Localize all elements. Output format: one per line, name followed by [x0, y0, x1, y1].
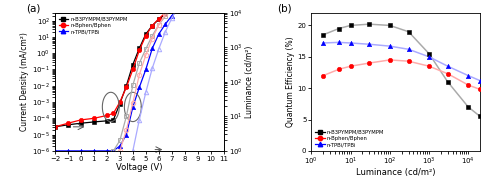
X-axis label: Luminance (cd/m²): Luminance (cd/m²) — [356, 168, 436, 177]
Text: (b): (b) — [278, 3, 292, 13]
Y-axis label: Current Density (mA/cm²): Current Density (mA/cm²) — [20, 32, 30, 131]
Text: (a): (a) — [26, 3, 40, 13]
Legend: n-B3PYMPM/B3PYMPM, n-Bphen/Bphen, n-TPBi/TPBi: n-B3PYMPM/B3PYMPM, n-Bphen/Bphen, n-TPBi… — [58, 15, 128, 35]
Y-axis label: Luminance (cd/m²): Luminance (cd/m²) — [245, 46, 254, 118]
Y-axis label: Quantum Efficiency (%): Quantum Efficiency (%) — [286, 37, 294, 127]
Legend: n-B3PYMPM/B3PYMPM, n-Bphen/Bphen, n-TPBi/TPBi: n-B3PYMPM/B3PYMPM, n-Bphen/Bphen, n-TPBi… — [314, 128, 385, 148]
X-axis label: Voltage (V): Voltage (V) — [116, 163, 162, 172]
